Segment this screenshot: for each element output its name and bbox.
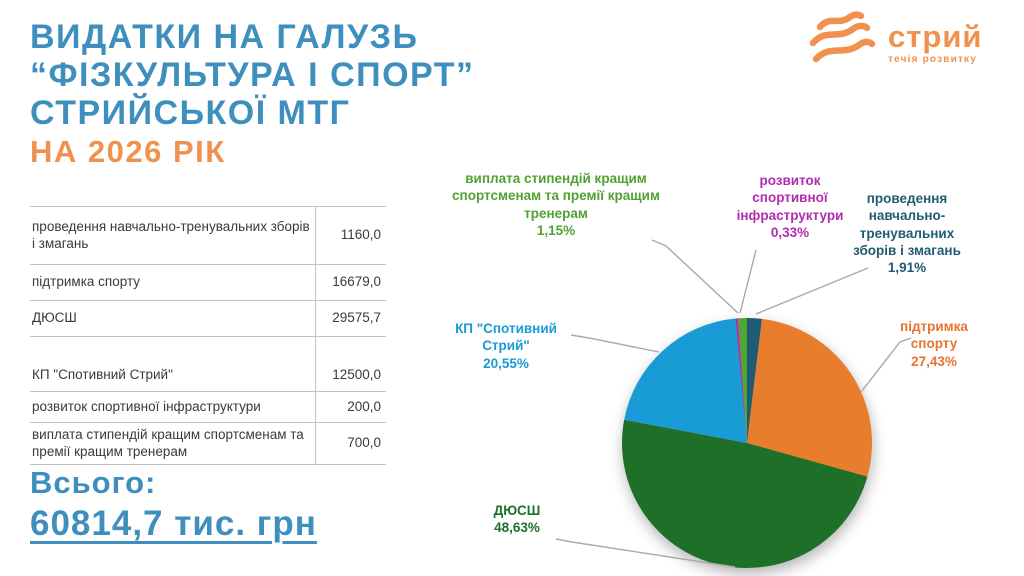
- row-value: 12500,0: [314, 336, 386, 392]
- leader-lines: [555, 239, 912, 568]
- callout-kp-sportyvnyi: КП "Спотивний Стрий" 20,55%: [436, 320, 576, 372]
- pie-slice: [624, 318, 747, 443]
- callout-label: ДЮСШ: [493, 503, 541, 518]
- stryi-logo: стрий течія розвитку: [806, 10, 982, 77]
- callout-label: КП "Спотивний Стрий": [455, 321, 557, 354]
- page-title-line-1: ВИДАТКИ НА ГАЛУЗЬ: [30, 18, 419, 56]
- pie-slice: [747, 318, 762, 443]
- callout-label: підтримка спорту: [900, 319, 968, 352]
- row-label: проведення навчально-тренувальних зборів…: [32, 219, 310, 251]
- callout-training-camps: проведення навчально-тренувальних зборів…: [842, 190, 972, 276]
- row-label: виплата стипендій кращим спортсменам та …: [32, 427, 304, 459]
- row-label: підтримка спорту: [32, 274, 141, 290]
- total-value: 60814,7 тис. грн: [30, 504, 317, 543]
- callout-label: виплата стипендій кращим спортсменам та …: [452, 171, 660, 221]
- logo-name: стрий: [888, 19, 983, 54]
- total-block: Всього: 60814,7 тис. грн: [30, 464, 317, 546]
- callout-stipends: виплата стипендій кращим спортсменам та …: [422, 170, 690, 239]
- pie-slice: [735, 318, 747, 443]
- pie-slice: [747, 318, 872, 477]
- logo-text: стрий течія розвитку: [888, 19, 983, 65]
- budget-table: проведення навчально-тренувальних зборів…: [30, 206, 386, 465]
- callout-label: розвиток спортивної інфраструктури: [736, 173, 844, 223]
- row-label: розвиток спортивної інфраструктури: [32, 398, 261, 414]
- table-row: ДЮСШ 29575,7: [30, 300, 386, 337]
- row-value: 700,0: [314, 422, 386, 465]
- table-row: виплата стипендій кращим спортсменам та …: [30, 422, 386, 465]
- page-subtitle-year: НА 2026 РІК: [30, 134, 226, 169]
- callout-percent: 27,43%: [911, 353, 957, 369]
- row-label: ДЮСШ: [32, 310, 77, 326]
- pie-slice: [622, 419, 868, 569]
- callout-percent: 1,91%: [887, 260, 927, 276]
- table-row: підтримка спорту 16679,0: [30, 264, 386, 301]
- row-value: 200,0: [314, 391, 386, 423]
- title-block: ВИДАТКИ НА ГАЛУЗЬ “ФІЗКУЛЬТУРА І СПОРТ” …: [30, 18, 630, 172]
- callout-percent: 0,33%: [770, 224, 810, 240]
- total-label: Всього:: [30, 465, 157, 500]
- logo-tagline: течія розвитку: [888, 54, 978, 65]
- callout-dyussh: ДЮСШ 48,63%: [462, 502, 572, 537]
- row-label: КП "Спотивний Стрий": [32, 366, 173, 382]
- callout-percent: 48,63%: [494, 520, 540, 536]
- table-row: розвиток спортивної інфраструктури 200,0: [30, 391, 386, 423]
- callout-percent: 1,15%: [536, 222, 576, 238]
- callout-infrastructure: розвиток спортивної інфраструктури 0,33%: [726, 172, 854, 241]
- table-row: КП "Спотивний Стрий" 12500,0: [30, 336, 386, 392]
- page-title-line-3: СТРИЙСЬКОЇ МТГ: [30, 94, 351, 132]
- callout-percent: 20,55%: [483, 355, 529, 371]
- pie-slice: [737, 318, 747, 443]
- waves-icon: [806, 10, 884, 77]
- table-row: проведення навчально-тренувальних зборів…: [30, 206, 386, 265]
- row-value: 16679,0: [314, 264, 386, 301]
- page-title-line-2: “ФІЗКУЛЬТУРА І СПОРТ”: [30, 56, 475, 94]
- row-value: 1160,0: [314, 206, 386, 265]
- callout-label: проведення навчально-тренувальних зборів…: [853, 191, 961, 258]
- row-value: 29575,7: [314, 300, 386, 337]
- callout-sport-support: підтримка спорту 27,43%: [880, 318, 988, 370]
